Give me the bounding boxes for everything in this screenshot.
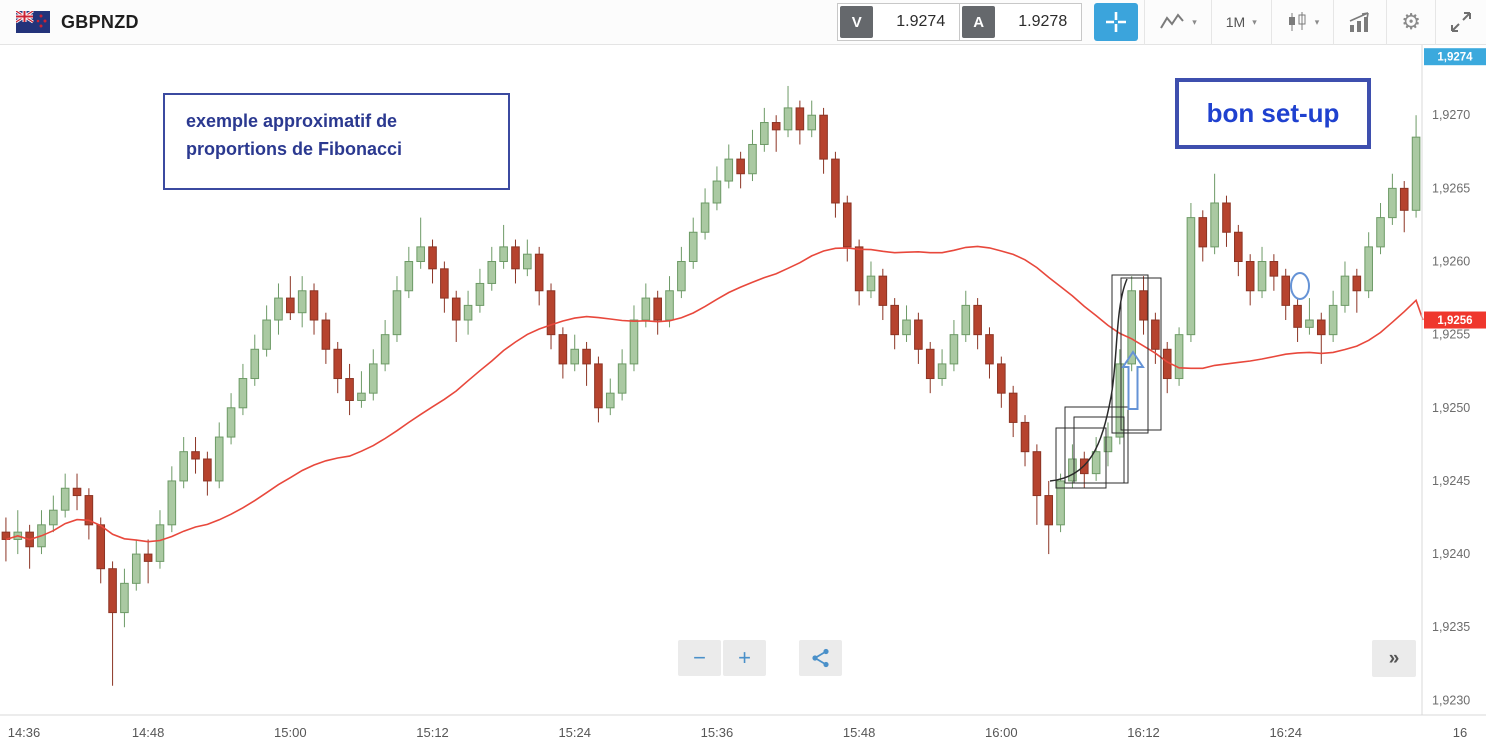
price-marker-label: 1,9256 bbox=[1437, 315, 1472, 327]
price-marker-badge bbox=[1424, 48, 1486, 66]
drawn-curve[interactable] bbox=[1049, 278, 1128, 482]
indicators-button[interactable] bbox=[1333, 0, 1386, 45]
time-axis-label: 15:36 bbox=[701, 725, 734, 740]
collapse-panel-button[interactable]: » bbox=[1372, 640, 1416, 677]
candlestick-icon bbox=[1288, 12, 1306, 31]
fibonacci-note-box[interactable]: exemple approximatif de proportions de F… bbox=[163, 93, 510, 190]
chart-type-button[interactable]: ▾ bbox=[1144, 0, 1211, 45]
time-axis-label: 14:36 bbox=[8, 725, 41, 740]
expand-icon bbox=[1451, 12, 1471, 32]
chart-toolbar: GBPNZD V 1.9274 A 1.9278 bbox=[0, 0, 1486, 45]
drawn-rectangle[interactable] bbox=[1055, 427, 1107, 489]
candle-style-button[interactable]: ▾ bbox=[1270, 0, 1334, 45]
time-axis-label: 15:00 bbox=[274, 725, 307, 740]
drawn-rectangle[interactable] bbox=[1111, 274, 1149, 434]
zoom-in-button[interactable]: + bbox=[723, 640, 766, 676]
instrument-flag-icon bbox=[16, 11, 50, 33]
sell-button[interactable]: V 1.9274 bbox=[838, 4, 959, 40]
price-axis-label: 1,9260 bbox=[1432, 255, 1470, 269]
time-axis-label: 15:24 bbox=[558, 725, 591, 740]
buy-price: 1.9278 bbox=[1018, 13, 1068, 30]
share-icon bbox=[811, 648, 829, 668]
price-axis-label: 1,9245 bbox=[1432, 474, 1470, 488]
zoom-controls: − + bbox=[678, 640, 842, 676]
candles-layer bbox=[1, 85, 1421, 686]
settings-button[interactable]: ⚙ bbox=[1386, 0, 1435, 45]
crosshair-tool-button[interactable] bbox=[1094, 3, 1139, 41]
sell-letter-badge: V bbox=[840, 6, 874, 38]
timeframe-button[interactable]: 1M ▾ bbox=[1210, 0, 1271, 45]
time-axis-label: 16:24 bbox=[1269, 725, 1302, 740]
crosshair-icon bbox=[1106, 12, 1127, 32]
instrument-header: GBPNZD bbox=[0, 11, 155, 33]
time-axis-label: 15:12 bbox=[416, 725, 449, 740]
instrument-symbol: GBPNZD bbox=[61, 11, 139, 32]
line-chart-icon bbox=[1160, 13, 1184, 29]
price-axis-label: 1,9255 bbox=[1432, 328, 1470, 342]
drawn-ellipse[interactable] bbox=[1290, 272, 1310, 300]
time-axis-label: 16:00 bbox=[985, 725, 1018, 740]
chevron-down-icon: ▾ bbox=[1252, 16, 1257, 27]
quote-panel: V 1.9274 A 1.9278 bbox=[837, 3, 1083, 41]
price-axis-label: 1,9240 bbox=[1432, 547, 1470, 561]
setup-note-box[interactable]: bon set-up bbox=[1175, 78, 1371, 149]
time-axis-label: 14:48 bbox=[132, 725, 165, 740]
time-axis-label: 15:48 bbox=[843, 725, 876, 740]
moving-average-line bbox=[5, 245, 1424, 543]
share-button[interactable] bbox=[799, 640, 842, 676]
price-axis-label: 1,9235 bbox=[1432, 620, 1470, 634]
price-axis-label: 1,9270 bbox=[1432, 108, 1470, 122]
chevron-down-icon: ▾ bbox=[1314, 16, 1320, 27]
fullscreen-button[interactable] bbox=[1435, 0, 1486, 45]
price-axis-label: 1,9265 bbox=[1432, 181, 1470, 195]
drawn-up-arrow[interactable] bbox=[1121, 350, 1145, 410]
buy-button[interactable]: A 1.9278 bbox=[959, 4, 1081, 40]
zoom-out-button[interactable]: − bbox=[678, 640, 721, 676]
buy-letter-badge: A bbox=[962, 6, 996, 38]
drawn-rectangle[interactable] bbox=[1073, 416, 1125, 484]
price-chart-canvas[interactable]: 1,9270 1,9265 1,9260 1,9255 1,9250 1,9245 1,92… bbox=[0, 45, 1486, 747]
toolbar-right-group: V 1.9274 A 1.9278 ▾ 1M bbox=[837, 0, 1486, 45]
price-marker-label: 1,9274 bbox=[1437, 52, 1473, 64]
price-axis-label: 1,9230 bbox=[1432, 693, 1470, 707]
gear-icon: ⚙ bbox=[1401, 9, 1421, 34]
chevron-down-icon: ▾ bbox=[1192, 16, 1197, 27]
time-axis-label: 16:12 bbox=[1127, 725, 1160, 740]
timeframe-label: 1M bbox=[1225, 14, 1246, 30]
drawn-rectangle[interactable] bbox=[1120, 277, 1162, 431]
price-axis-label: 1,9250 bbox=[1432, 401, 1470, 415]
price-marker-badge bbox=[1424, 311, 1486, 329]
indicators-icon bbox=[1349, 12, 1370, 32]
sell-price: 1.9274 bbox=[896, 13, 946, 30]
chart-area: 1,9270 1,9265 1,9260 1,9255 1,9250 1,9245 1,92… bbox=[0, 45, 1486, 747]
time-axis-label: 16 bbox=[1453, 725, 1467, 740]
